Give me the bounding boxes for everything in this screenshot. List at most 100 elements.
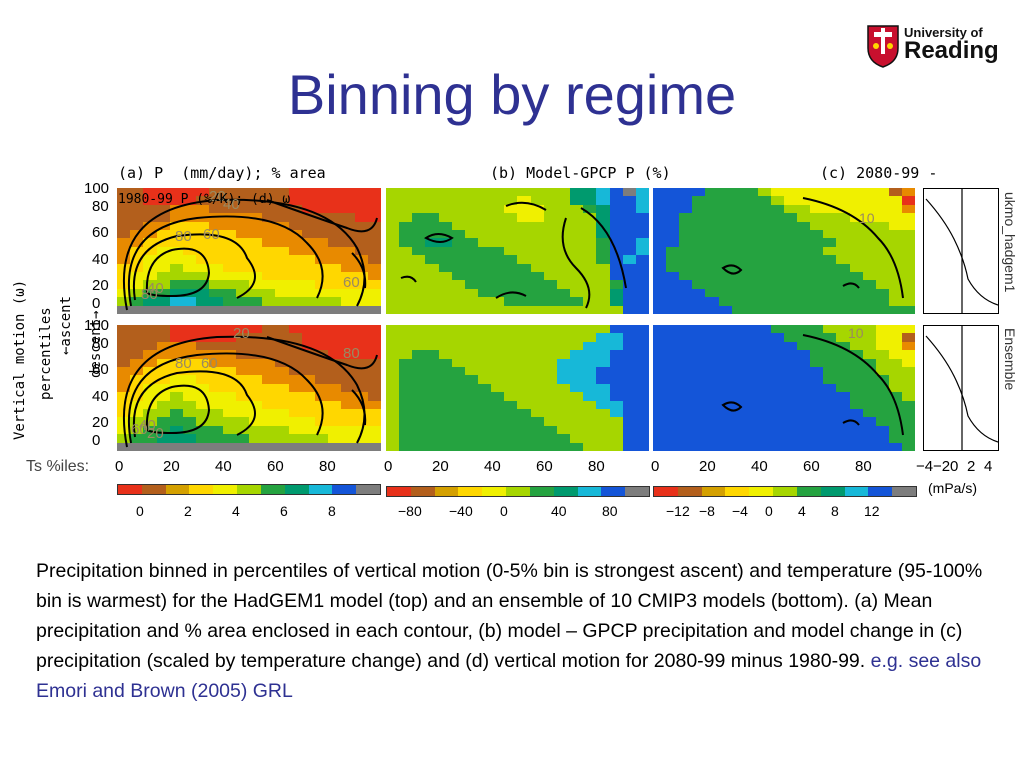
heatmap-cell bbox=[823, 196, 837, 205]
heatmap-cell bbox=[692, 213, 706, 222]
heatmap-cell bbox=[248, 358, 263, 367]
heatmap-cell bbox=[143, 375, 157, 384]
heatmap-cell bbox=[248, 425, 263, 435]
heatmap-cell bbox=[143, 238, 157, 247]
heatmap-cell bbox=[744, 400, 758, 409]
panel-a-bottom: 20 80 60 80 40 20 60 bbox=[117, 325, 381, 451]
heatmap-cell bbox=[797, 263, 811, 272]
heatmap-cell bbox=[609, 213, 623, 222]
heatmap-cell bbox=[464, 366, 479, 376]
heatmap-cell bbox=[530, 417, 544, 426]
heatmap-cell bbox=[169, 434, 183, 443]
heatmap-cell bbox=[491, 238, 505, 247]
heatmap-cell bbox=[262, 434, 276, 443]
heatmap-cell bbox=[143, 392, 157, 401]
heatmap-cell bbox=[130, 417, 144, 426]
heatmap-cell bbox=[731, 204, 745, 214]
heatmap-cell bbox=[169, 383, 183, 393]
heatmap-cell bbox=[596, 408, 610, 418]
heatmap-cell bbox=[143, 297, 157, 306]
heatmap-cell bbox=[262, 358, 276, 367]
heatmap-cell bbox=[367, 392, 381, 401]
heatmap-cell bbox=[314, 213, 329, 222]
heatmap-cell bbox=[666, 221, 680, 230]
heatmap-cell bbox=[504, 392, 518, 401]
heatmap-cell bbox=[679, 213, 693, 222]
heatmap-cell bbox=[836, 325, 850, 334]
heatmap-cell bbox=[341, 238, 355, 247]
contour-overlay bbox=[721, 334, 904, 436]
heatmap-cell bbox=[301, 263, 315, 272]
heatmap-cell bbox=[117, 400, 131, 409]
colorbar-swatch bbox=[213, 485, 238, 494]
heatmap-cell bbox=[705, 280, 719, 289]
heatmap-cell bbox=[530, 204, 544, 214]
heatmap-cell bbox=[399, 408, 413, 418]
heatmap-cell bbox=[570, 392, 584, 401]
heatmap-cell bbox=[862, 188, 876, 197]
heatmap-cell bbox=[314, 425, 329, 435]
heatmap-cell bbox=[117, 366, 131, 376]
heatmap-cell bbox=[517, 325, 531, 334]
heatmap-cell bbox=[328, 383, 342, 393]
heatmap-cell bbox=[797, 246, 811, 256]
heatmap-cell bbox=[196, 238, 210, 247]
heatmap-cell bbox=[666, 417, 680, 426]
heatmap-cell bbox=[757, 255, 771, 264]
heatmap-cell bbox=[275, 288, 289, 298]
contour-label-11: 40 bbox=[139, 417, 156, 434]
heatmap-cell bbox=[117, 434, 131, 443]
heatmap-cell bbox=[222, 392, 236, 401]
heatmap-cell bbox=[823, 434, 837, 443]
heatmap-cell bbox=[823, 263, 837, 272]
heatmap-cell bbox=[583, 188, 597, 197]
heatmap-cell bbox=[823, 375, 837, 384]
heatmap-cell bbox=[692, 366, 706, 376]
heatmap-cell bbox=[596, 213, 610, 222]
heatmap-cell bbox=[705, 246, 719, 256]
heatmap-cell bbox=[386, 204, 400, 214]
heatmap-cell bbox=[530, 246, 544, 256]
heatmap-cell bbox=[744, 297, 758, 306]
heatmap-cell bbox=[718, 442, 732, 451]
heatmap-cell bbox=[222, 288, 236, 298]
heatmap-cell bbox=[425, 366, 439, 376]
heatmap-cell bbox=[275, 392, 289, 401]
heatmap-cell bbox=[328, 238, 342, 247]
heatmap-cell bbox=[275, 434, 289, 443]
heatmap-cell bbox=[425, 425, 439, 435]
heatmap-cell bbox=[169, 333, 183, 342]
heatmap-cell bbox=[609, 238, 623, 247]
heatmap-cell bbox=[635, 442, 649, 451]
heatmap-cell bbox=[491, 392, 505, 401]
colorbar-swatch bbox=[529, 487, 554, 496]
heatmap-cell bbox=[705, 213, 719, 222]
heatmap-cell bbox=[517, 263, 531, 272]
heatmap-cell bbox=[823, 392, 837, 401]
heatmap-cell bbox=[354, 408, 368, 418]
heatmap-cell bbox=[836, 305, 850, 314]
heatmap-cell bbox=[504, 188, 518, 197]
colorbar-swatch bbox=[387, 487, 411, 496]
heatmap-cell bbox=[386, 280, 400, 289]
heatmap-cell bbox=[130, 425, 144, 435]
heatmap-cell bbox=[367, 333, 381, 342]
heatmap-cell bbox=[399, 213, 413, 222]
heatmap-cell bbox=[341, 392, 355, 401]
heatmap-cell bbox=[222, 434, 236, 443]
heatmap-cell bbox=[901, 288, 915, 298]
heatmap-cell bbox=[810, 434, 824, 443]
heatmap-cell bbox=[543, 188, 557, 197]
heatmap-cell bbox=[901, 366, 915, 376]
heatmap-cell bbox=[314, 434, 329, 443]
heatmap-cell bbox=[130, 408, 144, 418]
heatmap-cell bbox=[784, 375, 798, 384]
heatmap-cell bbox=[517, 271, 531, 281]
heatmap-cell bbox=[718, 271, 732, 281]
heatmap-cell bbox=[464, 425, 479, 435]
heatmap-cell bbox=[341, 417, 355, 426]
heatmap-cell bbox=[451, 280, 465, 289]
heatmap-cell bbox=[836, 263, 850, 272]
heatmap-cell bbox=[556, 333, 571, 342]
heatmap-cell bbox=[235, 358, 249, 367]
